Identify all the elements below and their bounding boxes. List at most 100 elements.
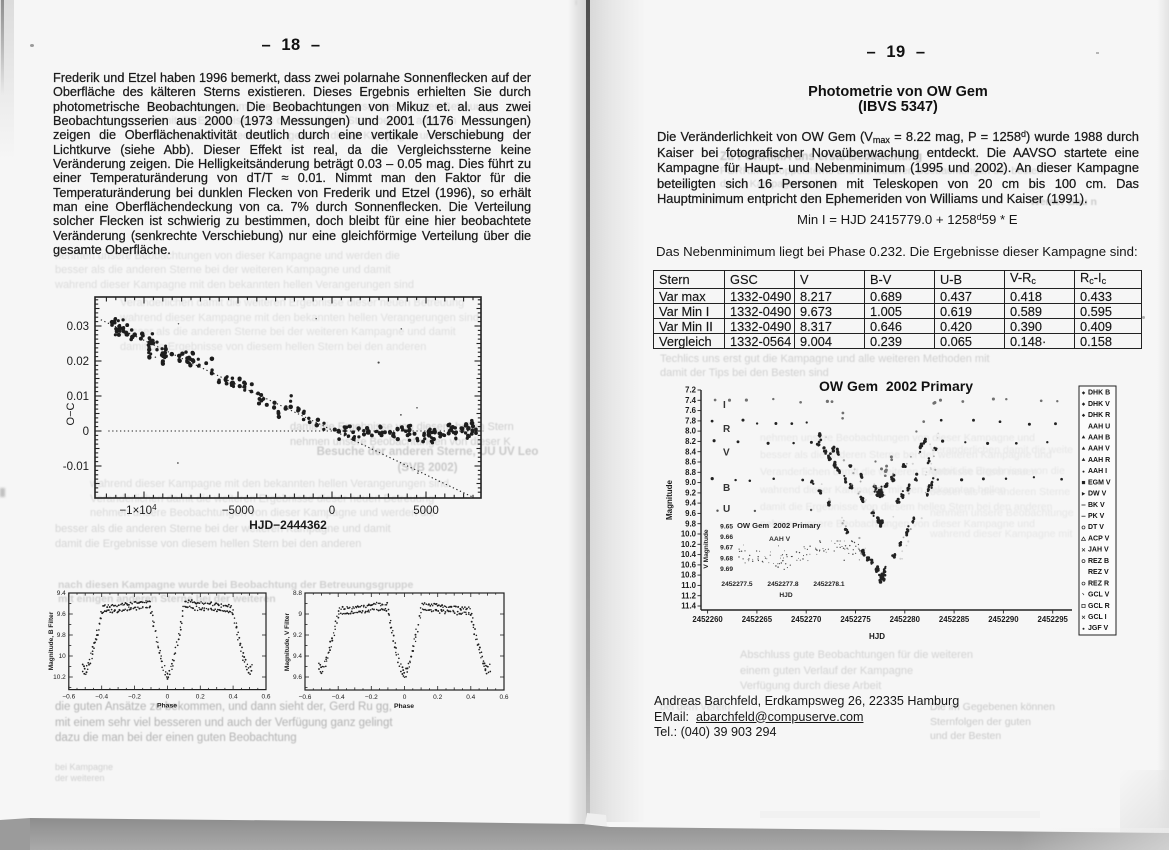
svg-text:0.2: 0.2	[433, 694, 442, 701]
svg-text:8.4: 8.4	[685, 447, 697, 456]
svg-text:9.2: 9.2	[685, 489, 697, 498]
svg-text:GCL R: GCL R	[1088, 603, 1110, 610]
svg-text:8.8: 8.8	[293, 590, 302, 597]
svg-text:9.68: 9.68	[720, 555, 733, 562]
svg-text:REZ V: REZ V	[1088, 569, 1109, 576]
svg-text:0.02: 0.02	[67, 356, 89, 368]
svg-text:11.4: 11.4	[681, 602, 696, 611]
svg-text:2452270: 2452270	[791, 615, 822, 624]
svg-text:0.01: 0.01	[67, 391, 89, 403]
svg-text:U: U	[723, 504, 730, 515]
svg-text:AAH V: AAH V	[769, 536, 791, 543]
svg-text:0.2: 0.2	[196, 694, 205, 701]
svg-text:Magnitude, B Filter: Magnitude, B Filter	[48, 611, 55, 670]
svg-text:8.6: 8.6	[685, 458, 697, 467]
svg-text:0: 0	[403, 694, 407, 701]
svg-text:7.6: 7.6	[685, 406, 697, 415]
svg-text:2452280: 2452280	[890, 615, 921, 624]
svg-text:EGM V: EGM V	[1088, 479, 1111, 486]
svg-text:REZ R: REZ R	[1088, 580, 1109, 587]
svg-text:B: B	[723, 483, 730, 494]
svg-text:OW Gem 2002 Primary: OW Gem 2002 Primary	[737, 521, 821, 530]
svg-text:8.0: 8.0	[685, 427, 697, 436]
svg-text:0: 0	[166, 694, 170, 701]
svg-text:-0.01: -0.01	[63, 461, 89, 473]
svg-text:10.2: 10.2	[681, 540, 697, 549]
svg-text:GCL I: GCL I	[1088, 614, 1107, 621]
svg-text:GCL V: GCL V	[1088, 592, 1110, 599]
svg-text:Phase: Phase	[157, 703, 177, 710]
svg-text:V: V	[723, 447, 730, 458]
svg-text:9.6: 9.6	[685, 509, 697, 518]
svg-text:9.2: 9.2	[293, 632, 302, 639]
svg-text:8.2: 8.2	[685, 437, 697, 446]
svg-text:10.4: 10.4	[681, 550, 697, 559]
svg-text:2452285: 2452285	[939, 615, 970, 624]
svg-text:9.6: 9.6	[57, 611, 66, 618]
svg-text:9.4: 9.4	[293, 653, 302, 660]
svg-text:9.69: 9.69	[720, 566, 733, 573]
svg-text:0: 0	[329, 505, 335, 517]
svg-text:0.6: 0.6	[261, 694, 270, 701]
svg-text:Magnitude, V Filter: Magnitude, V Filter	[284, 612, 291, 671]
svg-text:10.6: 10.6	[681, 561, 697, 570]
svg-text:0.4: 0.4	[466, 694, 475, 701]
svg-text:AAH B: AAH B	[1088, 435, 1110, 442]
svg-text:I: I	[723, 400, 726, 411]
svg-text:7.4: 7.4	[685, 396, 697, 405]
svg-text:REZ B: REZ B	[1088, 558, 1109, 565]
svg-text:DHK V: DHK V	[1088, 401, 1110, 408]
svg-text:9.67: 9.67	[720, 545, 733, 552]
svg-text:9.65: 9.65	[720, 524, 733, 531]
svg-text:9: 9	[298, 611, 302, 618]
svg-text:10: 10	[59, 653, 67, 660]
svg-text:2452277.8: 2452277.8	[767, 581, 799, 588]
svg-text:−0.2: −0.2	[365, 694, 378, 701]
svg-text:2452277.5: 2452277.5	[721, 581, 753, 588]
svg-text:0.6: 0.6	[499, 694, 508, 701]
svg-text:JAH V: JAH V	[1088, 547, 1109, 554]
svg-text:2452295: 2452295	[1038, 615, 1069, 624]
svg-text:0: 0	[83, 426, 89, 438]
svg-text:9.0: 9.0	[685, 478, 697, 487]
svg-text:JGF V: JGF V	[1088, 625, 1109, 632]
svg-text:DHK B: DHK B	[1088, 390, 1110, 397]
svg-text:PK V: PK V	[1088, 513, 1105, 520]
svg-text:2452265: 2452265	[742, 615, 773, 624]
svg-text:5000: 5000	[413, 505, 439, 517]
svg-text:9.8: 9.8	[685, 519, 697, 528]
svg-text:2452275: 2452275	[840, 615, 871, 624]
svg-text:10.8: 10.8	[681, 571, 697, 580]
svg-text:HJD: HJD	[779, 592, 792, 599]
svg-text:AAH R: AAH R	[1088, 457, 1110, 464]
svg-text:AAH U: AAH U	[1088, 423, 1110, 430]
svg-text:DHK R: DHK R	[1088, 412, 1110, 419]
svg-text:2452260: 2452260	[692, 615, 723, 624]
svg-text:−0.4: −0.4	[332, 694, 345, 701]
svg-text:9.66: 9.66	[720, 534, 733, 541]
svg-text:−1×104: −1×104	[119, 503, 157, 517]
svg-text:2452278.1: 2452278.1	[813, 581, 845, 588]
svg-text:AAH V: AAH V	[1088, 446, 1110, 453]
svg-text:−0.2: −0.2	[128, 694, 141, 701]
svg-text:HJD−2444362: HJD−2444362	[249, 518, 327, 532]
svg-text:10.0: 10.0	[681, 530, 697, 539]
svg-text:8.8: 8.8	[685, 468, 697, 477]
svg-text:O−C: O−C	[65, 402, 77, 425]
svg-text:−0.6: −0.6	[299, 694, 312, 701]
svg-text:OW Gem 2002 Primary: OW Gem 2002 Primary	[819, 378, 973, 394]
svg-text:Phase: Phase	[394, 703, 414, 710]
svg-text:BK V: BK V	[1088, 502, 1105, 509]
svg-text:R: R	[723, 424, 731, 435]
svg-text:9.6: 9.6	[293, 674, 302, 681]
svg-text:9.4: 9.4	[57, 590, 66, 597]
svg-text:DT V: DT V	[1088, 524, 1104, 531]
svg-text:7.8: 7.8	[685, 417, 697, 426]
svg-text:Magnitude: Magnitude	[665, 479, 674, 520]
svg-text:7.2: 7.2	[685, 386, 697, 395]
svg-text:V Magnitude: V Magnitude	[703, 529, 710, 569]
svg-text:2452290: 2452290	[988, 615, 1019, 624]
svg-text:9.8: 9.8	[57, 632, 66, 639]
svg-text:11.2: 11.2	[681, 591, 696, 600]
svg-text:0.03: 0.03	[67, 321, 89, 333]
